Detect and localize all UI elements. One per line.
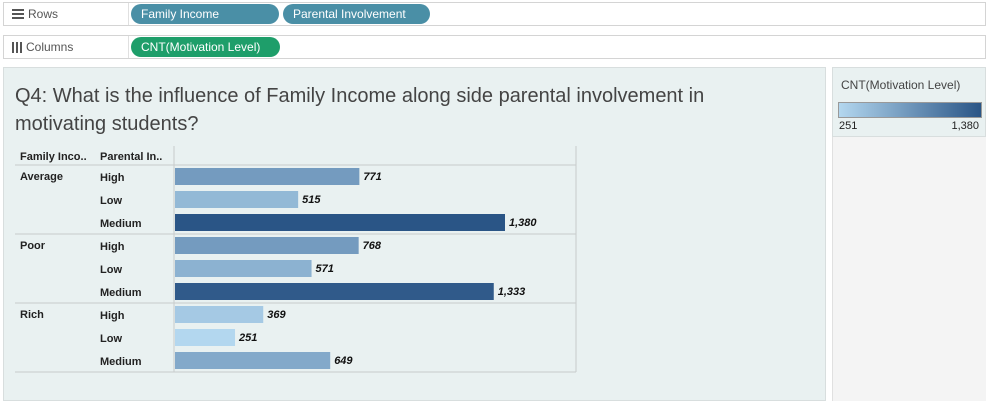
row-label: High xyxy=(100,172,125,184)
bar xyxy=(175,168,360,185)
shelf-divider xyxy=(128,3,129,25)
row-label: Medium xyxy=(100,287,142,299)
chart-title: Q4: What is the influence of Family Inco… xyxy=(15,85,705,135)
rows-label-text: Rows xyxy=(28,7,59,21)
header-label: Parental In.. xyxy=(100,151,162,163)
row-label: High xyxy=(100,310,125,322)
pill-parental-involvement[interactable]: Parental Involvement xyxy=(283,4,430,24)
shelf-divider xyxy=(128,36,129,58)
row-label: High xyxy=(100,241,125,253)
group-label: Rich xyxy=(20,309,44,321)
data-label: 515 xyxy=(302,194,321,206)
bar xyxy=(175,352,331,369)
color-legend[interactable]: CNT(Motivation Level) 251 1,380 xyxy=(832,67,986,137)
header-label: Family Inco.. xyxy=(20,151,87,163)
data-label: 1,333 xyxy=(498,286,526,298)
data-label: 771 xyxy=(363,171,381,183)
data-label: 768 xyxy=(363,240,382,252)
pill-family-income[interactable]: Family Income xyxy=(131,4,279,24)
row-label: Low xyxy=(100,264,122,276)
row-label: Medium xyxy=(100,356,142,368)
bar xyxy=(175,191,299,208)
bar xyxy=(175,214,505,231)
rows-shelf-label: Rows xyxy=(12,7,58,21)
pill-cnt-motivation-level[interactable]: CNT(Motivation Level) xyxy=(131,37,280,57)
columns-shelf[interactable]: Columns CNT(Motivation Level) xyxy=(3,35,986,59)
data-label: 369 xyxy=(267,309,286,321)
side-panel xyxy=(832,137,986,401)
bar xyxy=(175,260,312,277)
group-label: Poor xyxy=(20,240,46,252)
legend-title: CNT(Motivation Level) xyxy=(841,78,961,92)
data-label: 251 xyxy=(238,332,257,344)
rows-shelf[interactable]: Rows Family Income Parental Involvement xyxy=(3,2,986,26)
bar xyxy=(175,283,494,300)
columns-label-text: Columns xyxy=(26,40,74,54)
bar xyxy=(175,237,359,254)
row-label: Low xyxy=(100,333,122,345)
columns-shelf-label: Columns xyxy=(12,40,73,54)
bar-chart: Family Inco.. Parental In.. Average High 771… xyxy=(15,146,577,373)
viz-area: Q4: What is the influence of Family Inco… xyxy=(3,67,826,401)
columns-icon xyxy=(12,41,22,53)
data-label: 649 xyxy=(334,355,353,367)
bar xyxy=(175,306,264,323)
group-label: Average xyxy=(20,171,63,183)
bar xyxy=(175,329,236,346)
row-label: Medium xyxy=(100,218,142,230)
legend-max-label: 1,380 xyxy=(951,120,979,132)
rows-icon xyxy=(12,9,24,19)
row-label: Low xyxy=(100,195,122,207)
data-label: 571 xyxy=(316,263,334,275)
legend-min-label: 251 xyxy=(839,120,858,132)
data-label: 1,380 xyxy=(509,217,537,229)
legend-color-ramp xyxy=(838,102,982,118)
